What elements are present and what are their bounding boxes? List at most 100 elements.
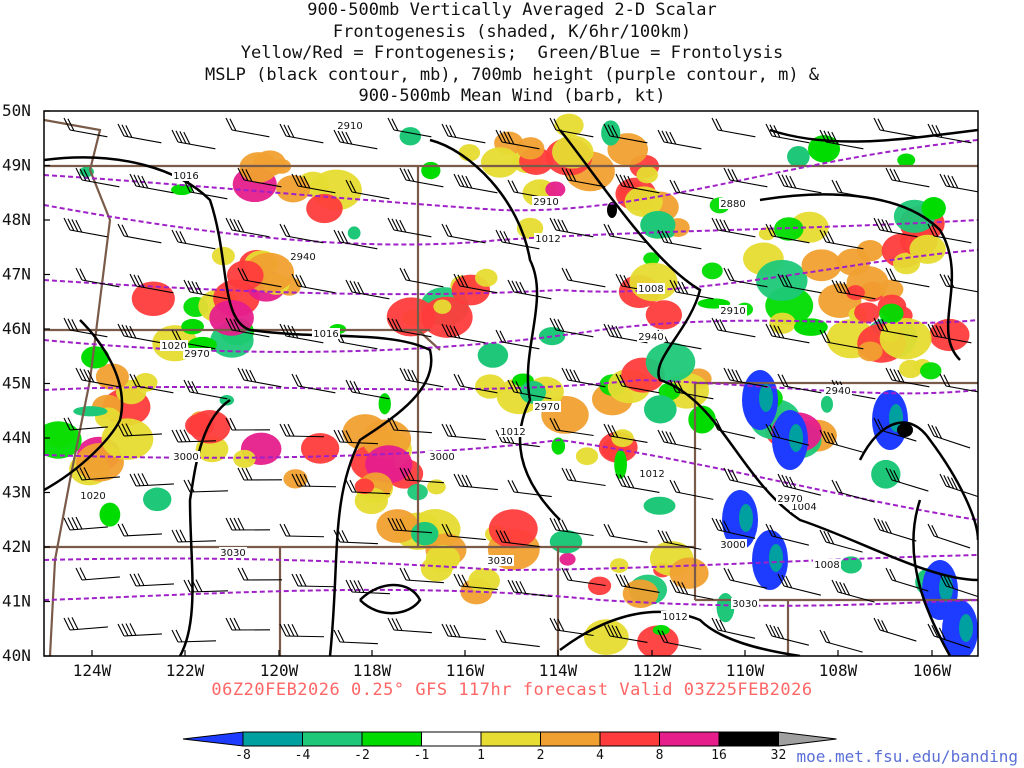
wind-barb-flag [345,479,353,493]
wind-barb-flag [353,381,361,394]
height-label: 3030 [220,548,245,559]
wind-barb-flag [453,325,461,339]
wind-barb-staff [783,185,822,194]
wind-barb-flag [117,623,125,637]
wind-barb-flag [175,629,183,643]
wind-barb-flag [233,219,241,232]
wind-barb-flag [711,317,719,331]
wind-barb-flag [765,623,773,637]
height-label: 2970 [777,494,802,505]
wind-barb-flag [519,281,527,295]
wind-barb-flag [461,175,469,188]
lon-label: 124W [73,661,112,680]
wind-barb-flag [719,219,727,232]
wind-barb-staff [663,541,702,550]
wind-barb-staff [189,291,228,300]
wind-barb-staff [567,479,606,487]
shade-cell [652,624,670,636]
wind-barb-flag [187,280,195,293]
wind-barb-flag [723,567,731,581]
wind-barb-flag [399,467,407,481]
wind-barb-flag [723,467,731,481]
shade-cell [575,447,599,466]
height-label: 3000 [720,540,745,551]
wind-barb-flag [935,125,943,138]
wind-barb-flag [615,325,623,339]
wind-barb-flag [287,125,295,138]
wind-barb-flag [569,169,577,182]
wind-barb-staff [729,579,768,589]
run-info: 06Z20FEB2026 0.25° GFS 117hr forecast Va… [211,680,813,700]
wind-barb-flag [889,368,897,381]
wind-barb-flag [947,175,955,188]
wind-barb-flag [819,429,827,443]
wind-barb-flag [769,224,777,237]
wind-barb-staff [459,385,498,394]
wind-barb-flag [333,129,341,143]
wind-barb-staff [243,179,282,188]
wind-barb-flag [499,130,507,143]
wind-barb-flag [191,281,199,294]
wind-barb-staff [501,341,540,350]
lon-label: 110W [726,661,765,680]
wind-barb-staff [933,435,971,449]
wind-barb-flag [129,273,137,287]
wind-barb-flag [75,567,83,581]
wind-barb-staff [135,483,174,487]
wind-barb-flag [673,180,681,193]
wind-barb-flag [387,617,395,631]
wind-barb-flag [75,219,83,233]
mslp-contour-line [559,610,801,656]
wind-barb-flag [727,568,735,582]
wind-barb-flag [839,581,847,595]
shade-cell [840,556,862,574]
wind-barb-flag [835,480,843,494]
wind-barb-flag [399,167,407,181]
wind-barb-flag [789,476,797,490]
wind-barb-flag [669,479,677,493]
wind-barb-staff [189,391,228,400]
mslp-label: 1012 [639,469,664,480]
wind-barb-flag [499,530,507,543]
wind-barb-staff [837,591,875,603]
wind-barb-flag [279,123,287,137]
wind-barb-flag [827,531,835,545]
wind-barb-flag [831,131,839,145]
wind-barb-flag [619,174,627,187]
wind-barb-flag [75,367,83,381]
wind-barb-staff [501,541,540,548]
wind-barb-flag [715,518,723,532]
wind-barb-flag [457,574,465,587]
colorbar-segment [361,731,422,747]
wind-barb-staff [393,529,432,534]
wind-barb-flag [623,475,631,488]
wind-barb-flag [607,324,615,337]
wind-barb-flag [407,369,415,382]
wind-barb-flag [117,223,125,237]
wind-barb-flag [515,281,523,294]
shade-cell [820,395,833,413]
wind-barb-staff [567,179,606,188]
wind-barb-staff [231,329,270,338]
credit-link[interactable]: moe.met.fsu.edu/banding [796,747,1018,766]
wind-barb-staff [879,529,917,542]
wind-barb-flag [229,118,237,131]
wind-barb-flag [669,179,677,193]
lon-label: 106W [913,661,952,680]
wind-barb-flag [939,173,947,187]
wind-barb-flag [229,318,237,331]
mslp-contour-line [359,583,422,615]
wind-barb-flag [345,430,353,443]
height-label: 3000 [173,452,198,463]
contour-label-bg [637,331,665,342]
wind-barb-flag [938,627,946,641]
wind-barb-flag [391,418,399,431]
wind-barb-flag [449,624,457,638]
wind-barb-flag [723,267,731,281]
wind-barb-flag [669,279,677,293]
wind-barb-flag [727,168,735,181]
wind-barb-flag [549,317,557,331]
height-contour-line [44,588,978,607]
shade-cell [433,299,452,314]
wind-barb-staff [879,629,917,642]
